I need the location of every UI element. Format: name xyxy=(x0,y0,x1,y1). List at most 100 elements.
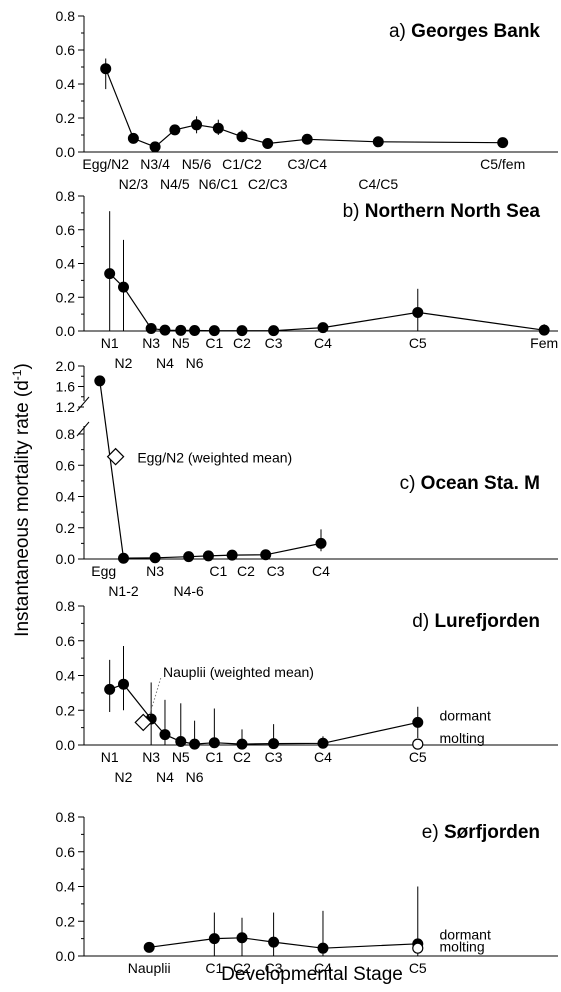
data-point xyxy=(202,550,214,562)
data-point xyxy=(189,738,201,750)
y-tick-label: 0.8 xyxy=(56,809,76,825)
data-point xyxy=(127,132,139,144)
y-tick-label: 0.6 xyxy=(56,457,76,473)
data-point xyxy=(159,324,171,336)
y-tick-label: 0.6 xyxy=(56,222,76,238)
panel-title: d) Lurefjorden xyxy=(412,611,540,632)
series-line xyxy=(149,937,418,949)
x-tick-label: C4 xyxy=(314,335,332,351)
x-tick-label: N2/3 xyxy=(119,176,149,192)
data-point xyxy=(183,551,195,563)
y-tick-label: 0.2 xyxy=(56,289,76,305)
data-point xyxy=(175,736,187,748)
x-tick-label: C3 xyxy=(265,749,283,765)
data-point xyxy=(189,324,201,336)
y-tick-label: 0.6 xyxy=(56,844,76,860)
data-point xyxy=(236,325,248,337)
weighted-mean-diamond xyxy=(106,447,125,466)
data-point xyxy=(260,549,272,561)
panel-title-text: Northern North Sea xyxy=(365,201,541,222)
annotation-label: molting xyxy=(440,938,485,954)
x-tick-label: C5/fem xyxy=(480,156,525,172)
data-point xyxy=(191,119,203,131)
panel-4: 0.0 0.2 0.4 0.6 0.8 d) Lurefjorden N1 N2 N3 N4 N5 N… xyxy=(56,598,558,785)
data-point xyxy=(149,552,161,564)
data-point xyxy=(118,552,129,564)
x-tick-label: N5/6 xyxy=(182,156,212,172)
data-point xyxy=(372,136,384,148)
data-point xyxy=(226,549,238,561)
data-point xyxy=(149,141,161,153)
x-tick-label: N3/4 xyxy=(140,156,170,172)
x-tick-label: C4 xyxy=(314,960,332,976)
y-tick-label: 0.8 xyxy=(56,8,76,24)
panel-title-text: Georges Bank xyxy=(411,21,540,42)
series-line xyxy=(109,683,418,745)
data-point-open xyxy=(412,738,424,750)
x-tick-label: C3 xyxy=(265,960,283,976)
y-tick-label: 0.2 xyxy=(56,110,76,126)
x-tick-label: N2 xyxy=(115,355,133,371)
panel-title: e) Sørfjorden xyxy=(422,822,540,843)
y-tick-label: 0.4 xyxy=(56,256,76,272)
x-tick-label: C1 xyxy=(209,563,227,579)
y-tick-label: 0.4 xyxy=(56,76,76,92)
panel-letter: b) xyxy=(343,201,365,222)
data-point xyxy=(143,941,155,953)
x-tick-label: N3 xyxy=(142,749,160,765)
x-tick-label: Egg xyxy=(91,563,116,579)
x-tick-label: C4 xyxy=(312,563,330,579)
panels: 0.0 0.2 0.4 0.6 0.8 a) Georges Bank Egg/N2 N2/3… xyxy=(56,8,559,976)
panel-letter: a) xyxy=(389,21,411,42)
panel-3: 1.2 1.6 2.0 0.0 0.2 0.4 0.6 0.8 c) Ocean Sta. M E… xyxy=(56,358,558,599)
x-tick-label: C5 xyxy=(409,749,427,765)
x-tick-label: N3 xyxy=(146,563,164,579)
y-axis-label-main: Instantaneous mortality rate (d xyxy=(12,380,33,637)
x-tick-label: Nauplii xyxy=(128,960,171,976)
data-point xyxy=(118,281,129,293)
data-point xyxy=(412,716,424,728)
x-tick-label: C2 xyxy=(233,749,251,765)
y-tick-label: 0.6 xyxy=(56,633,76,649)
x-axis-label: Developmental Stage xyxy=(221,964,403,985)
y-axis-label-superscript: -1 xyxy=(10,369,24,380)
y-tick-label: 0.4 xyxy=(56,668,76,684)
data-point xyxy=(236,932,248,944)
x-tick-label: N6 xyxy=(186,355,204,371)
y-axis-label: Instantaneous mortality rate (d-1) xyxy=(10,363,33,637)
panel-letter: c) xyxy=(400,473,421,494)
panel-5: 0.0 0.2 0.4 0.6 0.8 e) Sørfjorden Nauplii C1 C2 C… xyxy=(56,809,558,976)
data-point xyxy=(159,729,171,741)
data-point xyxy=(317,322,329,334)
y-tick-label: 0.0 xyxy=(56,323,76,339)
series-line xyxy=(109,273,545,332)
data-point xyxy=(100,63,112,75)
x-tick-label: C1/C2 xyxy=(222,156,262,172)
y-tick-label: 0.8 xyxy=(56,188,76,204)
x-tick-label: C4/C5 xyxy=(358,176,398,192)
y-axis-label-close: ) xyxy=(12,363,33,369)
x-tick-label: N6/C1 xyxy=(198,176,238,192)
panel-title-text: Sørfjorden xyxy=(444,822,540,843)
x-tick-label: C5 xyxy=(409,960,427,976)
x-tick-label: N3 xyxy=(142,335,160,351)
annotation-label: Nauplii (weighted mean) xyxy=(163,664,314,680)
data-point xyxy=(175,324,187,336)
x-tick-label: N4/5 xyxy=(160,176,190,192)
y-tick-label: 2.0 xyxy=(56,358,76,374)
panel-2: 0.0 0.2 0.4 0.6 0.8 b) Northern North Sea N1 N2… xyxy=(56,188,559,371)
data-point xyxy=(301,133,313,145)
x-tick-label: N1 xyxy=(101,335,119,351)
data-point xyxy=(268,325,280,337)
y-tick-label: 0.4 xyxy=(56,489,76,505)
data-point xyxy=(497,137,509,149)
x-tick-label: C2 xyxy=(233,960,251,976)
y-tick-label: 0.6 xyxy=(56,42,76,58)
x-tick-label: N5 xyxy=(172,335,190,351)
data-point xyxy=(145,322,157,334)
x-tick-label: N5 xyxy=(172,749,190,765)
data-point xyxy=(118,678,129,690)
y-tick-label: 0.2 xyxy=(56,913,76,929)
x-tick-label: C1 xyxy=(205,749,223,765)
